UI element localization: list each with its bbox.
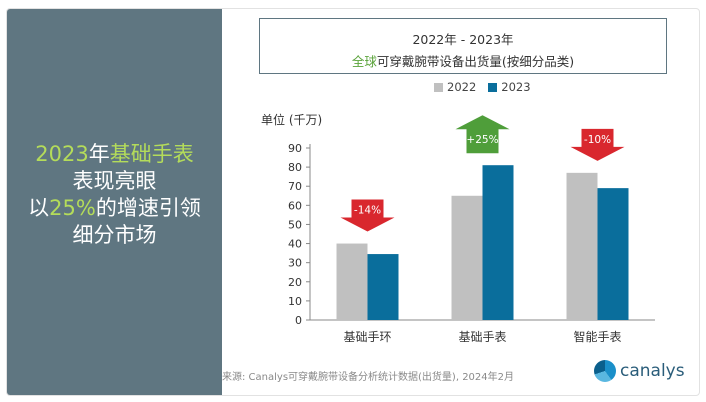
headline-year: 2023 [35,142,89,166]
bar-2022 [336,243,368,320]
canalys-logo-text: canalys [620,361,685,381]
legend-swatch-2023 [488,82,498,92]
y-tick-label: 80 [288,161,302,174]
bar-2022 [451,195,483,320]
canalys-logo: canalys [594,360,685,382]
down-arrow-icon [340,199,395,232]
legend-label-2023: 2023 [501,80,531,94]
change-label: -14% [354,205,381,217]
chart-title-years: 2022年 - 2023年 [412,32,514,47]
y-tick-label: 70 [288,180,302,193]
x-tick-label: 智能手表 [573,329,621,344]
headline-prefix: 以 [28,196,50,220]
down-arrow-icon [570,128,625,161]
chart-title-rest: 可穿戴腕带设备出货量(按细分品类) [376,54,575,69]
y-tick-label: 60 [288,199,302,212]
left-panel: 2023年基础手表 表现亮眼 以25%的增速引领 细分市场 [7,9,222,395]
headline-line-4: 细分市场 [72,223,157,247]
legend-item-2023: 2023 [488,80,531,94]
bar-2023 [482,165,514,320]
chart-title-box: 2022年 - 2023年 全球可穿戴腕带设备出货量(按细分品类) [259,18,667,74]
y-axis-label: 单位 (千万) [261,112,322,127]
headline-line-3: 以25%的增速引领 [7,195,222,222]
x-tick-label: 基础手环 [343,330,391,344]
up-arrow-icon [455,115,510,154]
y-tick-label: 40 [288,238,302,251]
bar-2023 [367,254,399,320]
y-tick-label: 10 [288,295,302,308]
y-tick-label: 20 [288,276,302,289]
headline-line-2: 表现亮眼 [72,169,157,193]
legend-label-2022: 2022 [447,80,477,94]
canalys-logo-icon [594,360,616,382]
source-note: 来源: Canalys可穿戴腕带设备分析统计数据(出货量), 2024年2月 [222,372,515,383]
headline-year-suffix: 年 [88,142,110,166]
x-tick-label: 基础手表 [458,330,506,344]
change-label: -10% [584,134,611,146]
headline-line-1: 2023年基础手表 [7,141,222,168]
bar-2022 [566,172,598,320]
chart-title-highlight: 全球 [351,54,377,69]
headline-suffix: 的增速引领 [95,196,201,220]
y-tick-label: 50 [288,218,302,231]
legend-item-2022: 2022 [434,80,476,94]
change-label: +25% [466,134,498,146]
y-tick-label: 0 [295,314,302,327]
headline: 2023年基础手表 表现亮眼 以25%的增速引领 细分市场 [7,141,222,249]
y-tick-label: 90 [288,142,302,155]
chart-legend: 2022 2023 [434,80,543,94]
bar-2023 [597,188,629,320]
y-tick-label: 30 [288,257,302,270]
chart-title: 全球可穿戴腕带设备出货量(按细分品类) [260,51,666,70]
legend-swatch-2022 [434,82,443,92]
headline-growth: 25% [49,196,96,220]
headline-category: 基础手表 [109,142,194,166]
